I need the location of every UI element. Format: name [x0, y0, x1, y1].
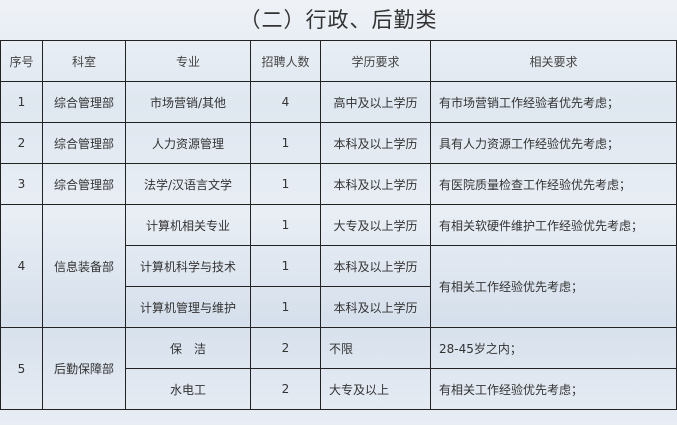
cell-dept: 综合管理部 [42, 122, 126, 164]
cell-edu: 不限 [320, 327, 431, 369]
table-row: 5 后勤保障部 保 洁 2 不限 28-45岁之内； [0, 327, 677, 410]
cell-count: 2 [250, 327, 321, 369]
cell-major: 计算机管理与维护 [125, 286, 251, 328]
cell-count: 1 [250, 204, 321, 246]
table-row: 4 信息装备部 计算机相关专业 1 大专及以上学历 有相关软硬件维护工作经验优先… [0, 204, 677, 328]
header-major: 专业 [125, 40, 251, 82]
header-edu: 学历要求 [320, 40, 431, 82]
cell-edu: 高中及以上学历 [320, 81, 431, 123]
header-dept: 科室 [42, 40, 126, 82]
cell-count: 1 [250, 245, 321, 287]
table-row: 1 综合管理部 市场营销/其他 4 高中及以上学历 有市场营销工作经验者优先考虑… [0, 81, 677, 123]
cell-count: 1 [250, 163, 321, 205]
cell-req: 具有人力资源工作经验优先考虑； [430, 122, 677, 164]
table-row: 3 综合管理部 法学/汉语言文学 1 本科及以上学历 有医院质量检查工作经验优先… [0, 163, 677, 205]
cell-no: 3 [0, 163, 43, 205]
cell-major: 计算机相关专业 [125, 204, 251, 246]
cell-dept: 后勤保障部 [42, 327, 126, 410]
cell-dept: 信息装备部 [42, 204, 126, 328]
table-row: 2 综合管理部 人力资源管理 1 本科及以上学历 具有人力资源工作经验优先考虑； [0, 122, 677, 164]
cell-no: 1 [0, 81, 43, 123]
header-req: 相关要求 [430, 40, 677, 82]
cell-req: 有相关工作经验优先考虑； [430, 245, 677, 328]
cell-req: 28-45岁之内； [430, 327, 677, 369]
cell-count: 1 [250, 286, 321, 328]
cell-edu: 大专及以上学历 [320, 204, 431, 246]
table-row: 水电工 2 大专及以上 有相关工作经验优先考虑； [1, 368, 677, 410]
header-count: 招聘人数 [250, 40, 321, 82]
recruitment-table: 序号 科室 专业 招聘人数 学历要求 相关要求 1 综合管理部 市场营销/其他 … [0, 40, 677, 410]
cell-count: 2 [250, 368, 321, 410]
cell-edu: 本科及以上学历 [320, 163, 431, 205]
cell-edu: 大专及以上 [320, 368, 431, 410]
cell-major: 人力资源管理 [125, 122, 251, 164]
cell-req: 有医院质量检查工作经验优先考虑； [430, 163, 677, 205]
header-no: 序号 [0, 40, 43, 82]
cell-dept: 综合管理部 [42, 163, 126, 205]
cell-no: 4 [0, 204, 43, 328]
cell-major: 法学/汉语言文学 [125, 163, 251, 205]
cell-major: 保 洁 [125, 327, 251, 369]
cell-dept: 综合管理部 [42, 81, 126, 123]
cell-edu: 本科及以上学历 [320, 122, 431, 164]
table-header-row: 序号 科室 专业 招聘人数 学历要求 相关要求 [0, 40, 677, 82]
cell-count: 1 [250, 122, 321, 164]
cell-edu: 本科及以上学历 [320, 286, 431, 328]
cell-major: 水电工 [125, 368, 251, 410]
cell-no: 2 [0, 122, 43, 164]
table-row: 计算机管理与维护 1 本科及以上学历 [1, 286, 677, 328]
cell-major: 计算机科学与技术 [125, 245, 251, 287]
cell-req: 有市场营销工作经验者优先考虑； [430, 81, 677, 123]
cell-no: 5 [0, 327, 43, 410]
cell-req: 有相关软硬件维护工作经验优先考虑； [430, 204, 677, 246]
cell-major: 市场营销/其他 [125, 81, 251, 123]
page-title: （二）行政、后勤类 [239, 8, 438, 32]
cell-count: 4 [250, 81, 321, 123]
cell-req: 有相关工作经验优先考虑； [430, 368, 677, 410]
cell-edu: 本科及以上学历 [320, 245, 431, 287]
